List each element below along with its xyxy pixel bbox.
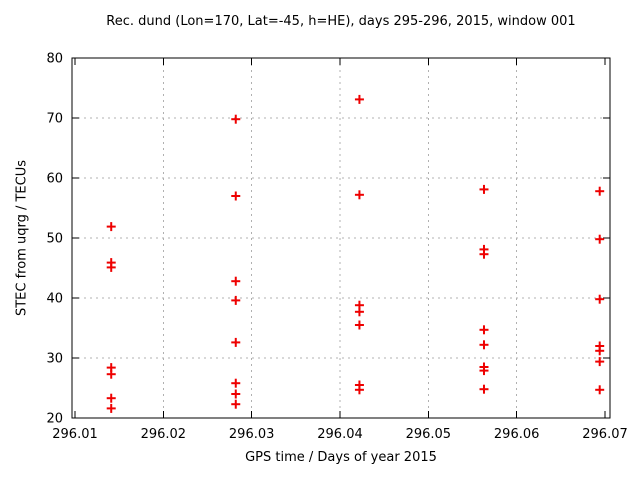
y-tick-label: 60 [46,172,63,187]
y-tick-label: 40 [46,292,63,307]
chart-title: Rec. dund (Lon=170, Lat=-45, h=HE), days… [106,14,576,29]
y-tick-label: 20 [46,412,63,427]
y-tick-label: 80 [46,52,63,67]
x-tick-label: 296.01 [52,427,98,442]
y-tick-label: 50 [46,232,63,247]
x-tick-label: 296.04 [317,427,363,442]
y-tick-label: 30 [46,352,63,367]
x-tick-label: 296.02 [141,427,187,442]
x-tick-label: 296.07 [582,427,628,442]
x-axis-title: GPS time / Days of year 2015 [245,450,437,465]
x-tick-label: 296.06 [494,427,540,442]
x-tick-label: 296.03 [229,427,275,442]
y-tick-label: 70 [46,112,63,127]
x-tick-label: 296.05 [406,427,452,442]
